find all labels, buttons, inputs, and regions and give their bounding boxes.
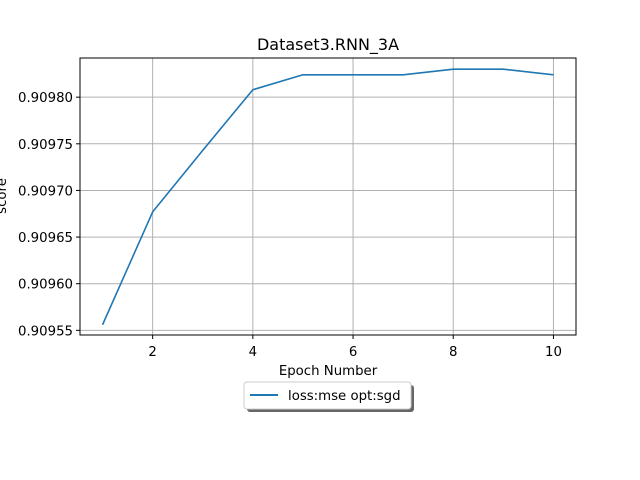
- y-tick-label: 0.90980: [18, 91, 73, 106]
- legend-box: [243, 381, 412, 410]
- x-tick-label: 6: [349, 345, 357, 360]
- y-tick-label: 0.90960: [18, 278, 73, 293]
- x-tick-label: 10: [545, 345, 562, 360]
- y-tick-label: 0.90955: [18, 324, 73, 339]
- y-axis-title: score: [0, 178, 10, 214]
- x-tick-label: 8: [449, 345, 457, 360]
- series-line: [101, 68, 554, 326]
- y-tick-label: 0.90965: [18, 231, 73, 246]
- axis-ticks: 2 4 6 8 10 0.90955 0.90960 0.90965 0.90970 0.9097…: [18, 91, 562, 360]
- legend-label: loss:mse opt:sgd: [288, 389, 401, 404]
- y-tick-label: 0.90975: [18, 138, 73, 153]
- x-axis-title: Epoch Number: [279, 364, 378, 379]
- legend: loss:mse opt:sgd: [243, 381, 414, 412]
- x-tick-label: 2: [148, 345, 156, 360]
- series-layer: [101, 68, 554, 326]
- y-tick-label: 0.90970: [18, 184, 73, 199]
- grid-lines: [80, 58, 576, 335]
- x-tick-label: 4: [249, 345, 257, 360]
- plot-frame: [79, 57, 577, 336]
- chart-title: Dataset3.RNN_3A: [257, 35, 399, 55]
